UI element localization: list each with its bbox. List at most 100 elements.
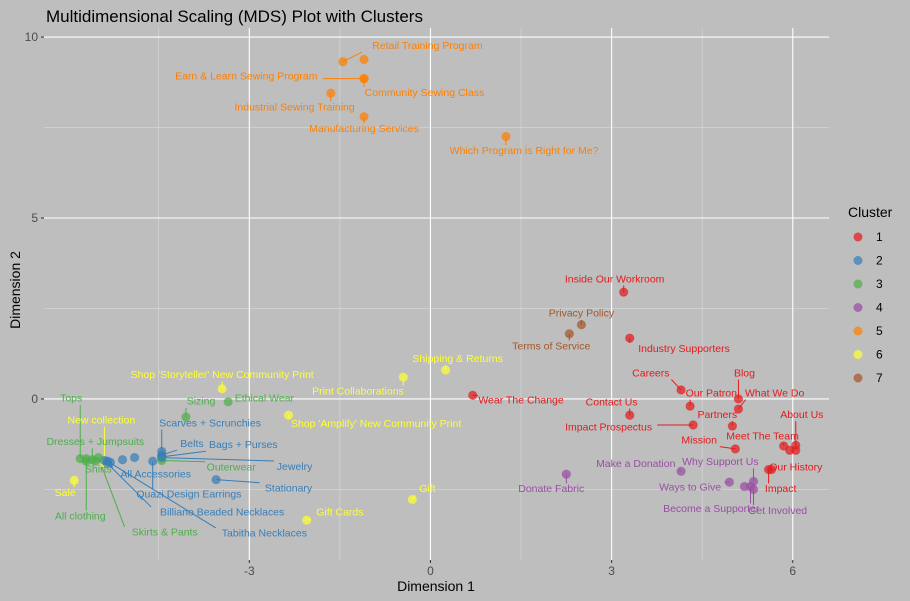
data-label: Dresses + Jumpsuits xyxy=(46,436,144,448)
legend-key xyxy=(853,373,863,383)
grid-minor xyxy=(44,28,829,560)
legend-title: Cluster xyxy=(848,204,893,220)
data-label: Become a Supporter xyxy=(663,503,760,515)
data-label: Scarves + Scrunchies xyxy=(159,417,261,429)
data-label: Ethical Wear xyxy=(235,393,295,405)
data-label: What We Do xyxy=(745,387,804,399)
grid-major xyxy=(44,28,829,560)
data-point xyxy=(93,452,104,463)
data-point xyxy=(501,131,511,142)
data-label: Impact xyxy=(765,483,797,495)
plot-panel xyxy=(44,28,829,560)
data-labels: Retail Training Program Earn & Learn Sewi… xyxy=(46,40,823,540)
legend-label: 4 xyxy=(876,301,883,315)
axis-ticks: -3 0 3 6 0 5 10 xyxy=(25,30,797,578)
data-point xyxy=(745,481,756,492)
data-point xyxy=(326,88,336,98)
data-point xyxy=(763,464,774,475)
data-label: Belts xyxy=(180,438,203,450)
data-point xyxy=(359,54,369,65)
data-label: Gift xyxy=(419,483,435,495)
data-label: Billiano Beaded Necklaces xyxy=(160,507,284,519)
y-axis-title: Dimension 2 xyxy=(7,251,23,329)
data-label: Community Sewing Class xyxy=(365,87,485,99)
data-point xyxy=(181,412,191,422)
data-label: Skirts & Pants xyxy=(132,527,198,539)
chart-title: Multidimensional Scaling (MDS) Plot with… xyxy=(46,7,423,26)
data-point xyxy=(301,515,312,525)
data-label: Make a Donation xyxy=(596,458,676,470)
leader-line xyxy=(107,460,217,529)
data-label: Industry Supporters xyxy=(638,343,730,355)
data-point xyxy=(102,456,113,466)
data-label: Mission xyxy=(681,434,717,446)
x-tick-label: 3 xyxy=(608,564,615,578)
legend-key xyxy=(853,232,863,242)
data-point xyxy=(733,394,744,404)
data-label: Print Collaborations xyxy=(312,385,404,397)
data-point xyxy=(338,56,348,67)
y-tick-label: 0 xyxy=(31,392,38,406)
data-label: Terms of Service xyxy=(512,340,590,352)
data-label: Wear The Change xyxy=(478,395,564,407)
x-tick-label: 6 xyxy=(789,564,796,578)
data-point xyxy=(625,410,635,420)
legend-label: 1 xyxy=(876,230,883,244)
data-label: Donate Fabric xyxy=(518,483,584,495)
data-label: Bags + Purses xyxy=(209,439,278,451)
legend-key xyxy=(853,303,863,312)
data-label: Tabitha Necklaces xyxy=(222,528,307,540)
legend-label: 2 xyxy=(876,254,883,268)
data-point xyxy=(676,466,686,477)
data-label: Blog xyxy=(734,367,755,379)
data-point xyxy=(561,469,572,479)
data-label: All clothing xyxy=(55,510,106,522)
legend-key xyxy=(853,326,863,336)
y-tick-label: 10 xyxy=(25,30,39,44)
x-tick-label: 0 xyxy=(427,564,434,578)
data-point xyxy=(625,333,635,343)
data-label: Sizing xyxy=(187,396,216,408)
data-label: New collection xyxy=(68,414,136,426)
leader-line xyxy=(161,459,206,463)
y-tick-label: 5 xyxy=(31,211,38,225)
data-point xyxy=(676,385,686,395)
data-point xyxy=(359,73,369,84)
legend-key xyxy=(853,350,863,359)
data-points xyxy=(69,54,801,525)
data-point xyxy=(730,444,741,454)
data-point xyxy=(283,410,294,420)
legend-key xyxy=(853,279,863,289)
data-label: Impact Prospectus xyxy=(565,422,652,434)
data-label: Tops xyxy=(60,393,82,405)
data-label: Earn & Learn Sewing Program xyxy=(175,71,318,83)
data-label: Quazi Design Earrings xyxy=(136,489,241,501)
data-label: Outerwear xyxy=(207,461,257,473)
data-point xyxy=(564,329,575,339)
data-point xyxy=(727,421,738,431)
data-label: Get Involved xyxy=(748,505,807,517)
data-label: Stationary xyxy=(265,482,313,494)
data-label: All Accessories xyxy=(120,469,191,481)
legend-label: 6 xyxy=(876,348,883,362)
data-label: Industrial Sewing Training xyxy=(234,101,354,113)
data-point xyxy=(211,474,221,485)
data-point xyxy=(147,456,158,466)
data-label: Sale xyxy=(55,487,76,499)
data-label: Our Patron xyxy=(686,387,738,399)
data-point xyxy=(724,477,735,487)
data-label: Contact Us xyxy=(586,396,638,408)
data-label: Privacy Policy xyxy=(549,308,615,320)
data-label: Careers xyxy=(632,367,669,379)
data-point xyxy=(359,111,369,122)
data-point xyxy=(129,452,140,463)
data-label: Shop 'Storyteller' New Community Print xyxy=(131,369,314,381)
data-point xyxy=(217,384,227,394)
data-point xyxy=(157,452,167,463)
leader-line xyxy=(216,479,260,484)
data-label: Meet The Team xyxy=(726,431,799,443)
data-point xyxy=(69,475,79,486)
data-label: Why Support Us xyxy=(682,456,758,468)
leader-line xyxy=(161,457,275,462)
